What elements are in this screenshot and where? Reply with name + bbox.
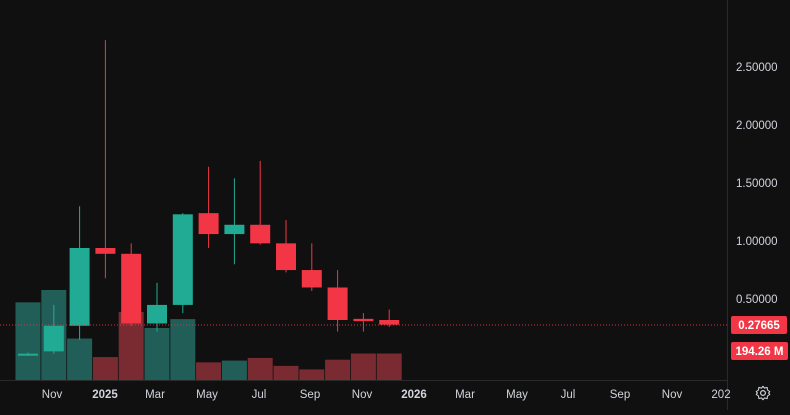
last-price-label: 0.27665 bbox=[738, 320, 780, 332]
candle-body[interactable] bbox=[353, 318, 374, 322]
volume-bar bbox=[299, 369, 325, 380]
volume-bar bbox=[92, 357, 118, 380]
price-tick-label: 1.50000 bbox=[736, 178, 778, 190]
volume-bar bbox=[247, 357, 273, 380]
candle-body[interactable] bbox=[327, 287, 348, 320]
price-axis[interactable]: 0.50000 1.00000 1.50000 2.00000 2.50000 bbox=[736, 62, 778, 306]
candle-body[interactable] bbox=[43, 325, 64, 352]
candle-body[interactable] bbox=[172, 214, 193, 305]
volume-bar bbox=[67, 338, 93, 380]
time-tick-label: Nov bbox=[42, 389, 63, 401]
volume-bar bbox=[196, 362, 222, 380]
candle-body[interactable] bbox=[250, 224, 271, 244]
time-tick-label: May bbox=[196, 389, 218, 401]
time-tick-label: Sep bbox=[610, 389, 630, 401]
time-tick-label: Jul bbox=[561, 389, 576, 401]
time-tick-label: 2026 bbox=[401, 389, 427, 401]
volume-bar bbox=[170, 319, 196, 380]
settings-gear-icon[interactable] bbox=[752, 382, 774, 404]
candle-body[interactable] bbox=[301, 270, 322, 288]
price-tick-label: 1.00000 bbox=[736, 236, 778, 248]
candle-body[interactable] bbox=[147, 304, 167, 324]
time-axis[interactable]: Nov 2025 Mar May Jul Sep Nov 2026 Mar May Jul Sep No… bbox=[42, 389, 731, 401]
candle-body[interactable] bbox=[379, 320, 400, 325]
time-tick-label: May bbox=[506, 389, 528, 401]
price-tick-label: 2.00000 bbox=[736, 120, 778, 132]
volume-bar bbox=[144, 327, 170, 380]
time-tick-label: Nov bbox=[352, 389, 373, 401]
time-tick-label: Nov bbox=[662, 389, 683, 401]
markers-layer: 0.27665 194.26 M bbox=[0, 316, 788, 360]
time-tick-label: Mar bbox=[455, 389, 475, 401]
price-tick-label: 2.50000 bbox=[736, 62, 778, 74]
candle-body[interactable] bbox=[18, 353, 38, 356]
candle-layer[interactable] bbox=[18, 40, 400, 356]
time-tick-label: 202 bbox=[711, 389, 730, 401]
candle-body[interactable] bbox=[69, 248, 90, 326]
price-tick-label: 0.50000 bbox=[736, 294, 778, 306]
last-price-tag bbox=[731, 316, 787, 335]
volume-bar bbox=[350, 353, 376, 380]
last-volume-tag bbox=[731, 342, 788, 360]
volume-bar bbox=[221, 360, 247, 380]
time-tick-label: Jul bbox=[252, 389, 267, 401]
time-tick-label: Sep bbox=[300, 389, 320, 401]
time-tick-label: Mar bbox=[145, 389, 165, 401]
candle-body[interactable] bbox=[121, 253, 142, 324]
volume-bar bbox=[15, 302, 41, 380]
volume-bar bbox=[376, 353, 402, 380]
last-volume-label: 194.26 M bbox=[736, 346, 784, 358]
candle-body[interactable] bbox=[95, 248, 116, 254]
grid-layer bbox=[0, 0, 728, 410]
candle-body[interactable] bbox=[276, 243, 296, 271]
volume-bar bbox=[273, 365, 299, 380]
candle-body[interactable] bbox=[224, 224, 245, 235]
time-tick-label: 2025 bbox=[92, 389, 118, 401]
volume-bar bbox=[325, 359, 351, 380]
candle-body[interactable] bbox=[198, 213, 219, 235]
